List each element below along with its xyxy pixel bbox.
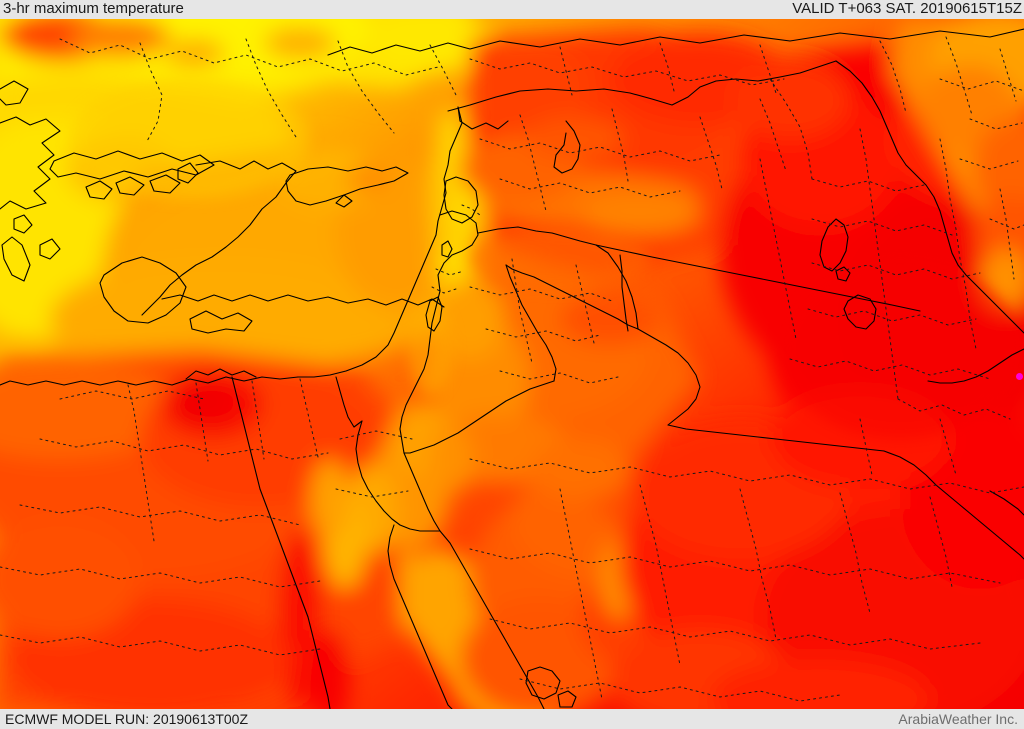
temperature-map[interactable]	[0, 19, 1024, 709]
station-marker[interactable]	[1016, 373, 1023, 380]
footer-bar: ECMWF MODEL RUN: 20190613T00Z ArabiaWeat…	[0, 709, 1024, 729]
temperature-field	[0, 19, 1024, 709]
model-run-label: ECMWF MODEL RUN: 20190613T00Z	[5, 711, 248, 727]
valid-time-label: VALID T+063 SAT. 20190615T15Z	[792, 0, 1022, 17]
geographic-boundaries	[0, 28, 1024, 709]
marker-layer	[0, 19, 1024, 709]
page-title: 3-hr maximum temperature	[3, 0, 184, 17]
header-bar: 3-hr maximum temperature VALID T+063 SAT…	[0, 0, 1024, 19]
provider-credit: ArabiaWeather Inc.	[898, 711, 1018, 727]
